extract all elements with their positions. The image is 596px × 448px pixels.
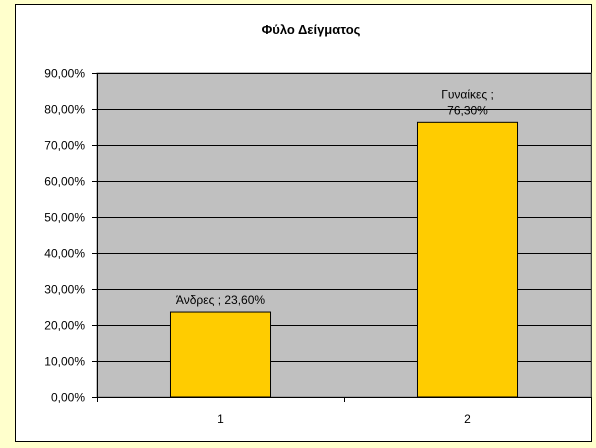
y-tick-label: 20,00%: [44, 319, 85, 333]
y-tick-label: 90,00%: [44, 67, 85, 81]
chart-title: Φύλο Δείγματος: [262, 22, 361, 37]
y-tick-label: 10,00%: [44, 355, 85, 369]
y-axis-tick-labels: 0,00% 10,00% 20,00% 30,00% 40,00% 50,00% 60,00…: [44, 67, 85, 405]
bar: [416, 121, 519, 398]
y-tick-label: 40,00%: [44, 247, 85, 261]
data-label: Άνδρες ; 23,60%: [176, 293, 265, 307]
data-label: Γυναίκες ;: [441, 87, 494, 101]
y-tick-label: 60,00%: [44, 175, 85, 189]
y-tick-label: 80,00%: [44, 103, 85, 117]
x-tick-label: 2: [464, 412, 471, 426]
y-tick-label: 50,00%: [44, 211, 85, 225]
y-tick-label: 30,00%: [44, 283, 85, 297]
data-labels: Άνδρες ; 23,60% Γυναίκες ; 76,30%: [176, 87, 494, 307]
y-tick-label: 70,00%: [44, 139, 85, 153]
data-label: 76,30%: [447, 103, 488, 117]
bar: [169, 311, 272, 398]
x-tick-label: 1: [217, 412, 224, 426]
y-tick-label: 0,00%: [51, 391, 85, 405]
bars: [169, 121, 519, 398]
